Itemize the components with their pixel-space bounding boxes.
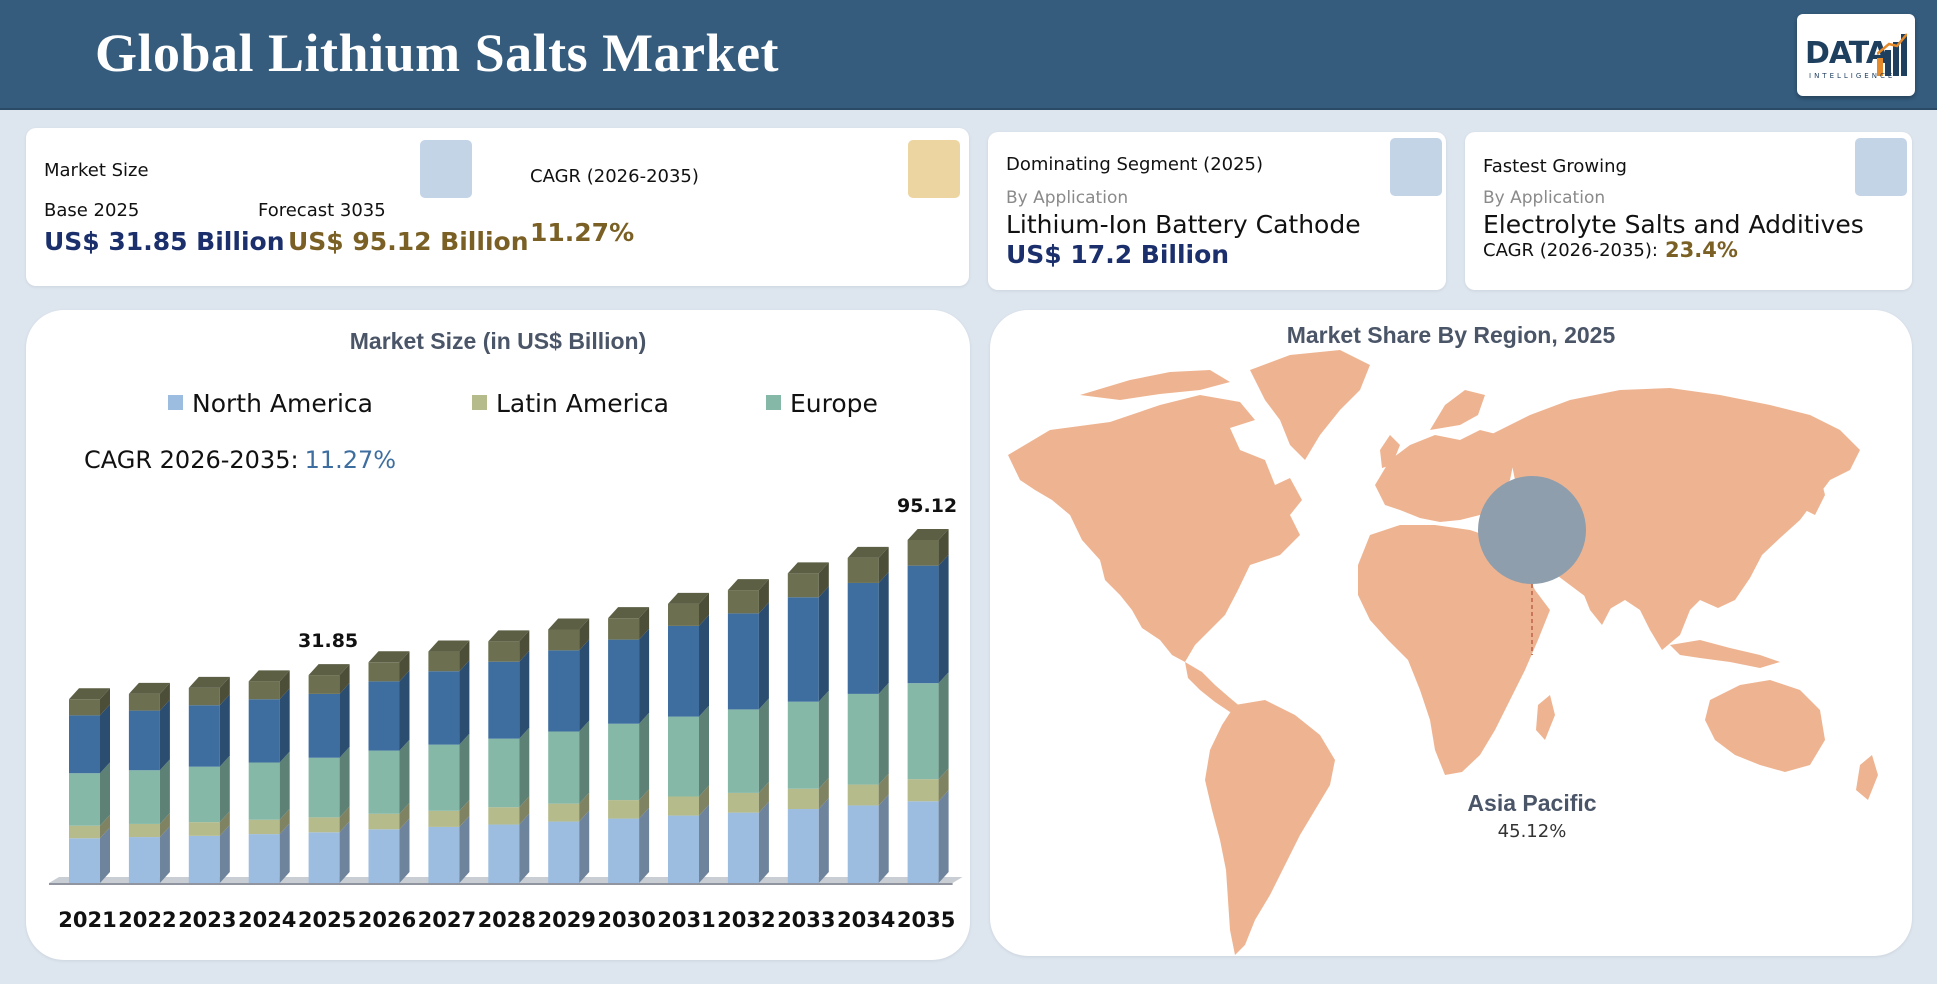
cagr-value: 11.27% xyxy=(530,218,635,247)
map-scandinavia xyxy=(1430,390,1485,430)
fastest-cagr-value: 23.4% xyxy=(1665,238,1738,262)
cagr-marker xyxy=(908,140,960,198)
map-india xyxy=(1580,560,1620,625)
bar-chart-title: Market Size (in US$ Billion) xyxy=(349,328,647,354)
map-south-america xyxy=(1205,700,1335,955)
map-title: Market Share By Region, 2025 xyxy=(1286,322,1616,348)
header-bar: Global Lithium Salts Market DATA INTELLI… xyxy=(0,0,1937,110)
map-central-america xyxy=(1185,662,1242,712)
company-logo: DATA INTELLIGENCE xyxy=(1797,14,1915,96)
dominating-segment-card: Dominating Segment (2025) By Application… xyxy=(988,132,1446,290)
map-new-zealand xyxy=(1856,755,1878,800)
page-title: Global Lithium Salts Market xyxy=(95,23,780,83)
logo-wordmark: DATA xyxy=(1805,36,1889,71)
map-north-america xyxy=(1008,395,1302,662)
map-japan xyxy=(1805,475,1825,515)
fastest-marker xyxy=(1855,138,1907,196)
map-indonesia xyxy=(1670,640,1780,668)
map-madagascar xyxy=(1536,695,1555,740)
dominating-subtitle: By Application xyxy=(1006,188,1129,208)
dominating-segment-name: Lithium-Ion Battery Cathode xyxy=(1006,210,1361,239)
fastest-title: Fastest Growing xyxy=(1483,156,1627,177)
logo-bars-icon xyxy=(1877,33,1907,76)
base-year-label: Base 2025 xyxy=(44,200,140,221)
map-uk xyxy=(1380,435,1400,468)
world-map xyxy=(1008,350,1878,955)
map-land xyxy=(1008,350,1878,955)
region-label: Asia Pacific xyxy=(1467,790,1597,816)
asia-pacific-bubble xyxy=(1478,476,1586,584)
map-europe xyxy=(1375,430,1515,522)
map-australia xyxy=(1705,680,1825,772)
fastest-growing-card: Fastest Growing By Application Electroly… xyxy=(1465,132,1912,290)
dominating-title: Dominating Segment (2025) xyxy=(1006,154,1264,175)
fastest-segment-name: Electrolyte Salts and Additives xyxy=(1483,210,1864,239)
forecast-year-label: Forecast 3035 xyxy=(258,200,386,221)
map-arctic-islands xyxy=(1080,370,1230,400)
market-size-marker xyxy=(420,140,472,198)
fastest-cagr-label: CAGR (2026-2035): xyxy=(1483,240,1658,261)
market-size-card: Market Size Base 2025 US$ 31.85 Billion … xyxy=(26,128,969,286)
bar-chart-panel: Market Size (in US$ Billion) xyxy=(26,310,970,960)
base-value: US$ 31.85 Billion xyxy=(44,227,285,256)
cagr-label: CAGR (2026-2035) xyxy=(530,166,699,187)
map-greenland xyxy=(1250,350,1370,460)
map-africa xyxy=(1358,525,1550,775)
logo-subtitle: INTELLIGENCE xyxy=(1809,72,1896,80)
forecast-value: US$ 95.12 Billion xyxy=(288,227,529,256)
fastest-subtitle: By Application xyxy=(1483,188,1606,208)
map-panel: Market Share By Region, 2025 xyxy=(990,310,1912,956)
dominating-marker xyxy=(1390,138,1442,196)
market-size-title: Market Size xyxy=(44,160,149,181)
region-share: 45.12% xyxy=(1497,821,1567,842)
dominating-value: US$ 17.2 Billion xyxy=(1006,240,1230,269)
